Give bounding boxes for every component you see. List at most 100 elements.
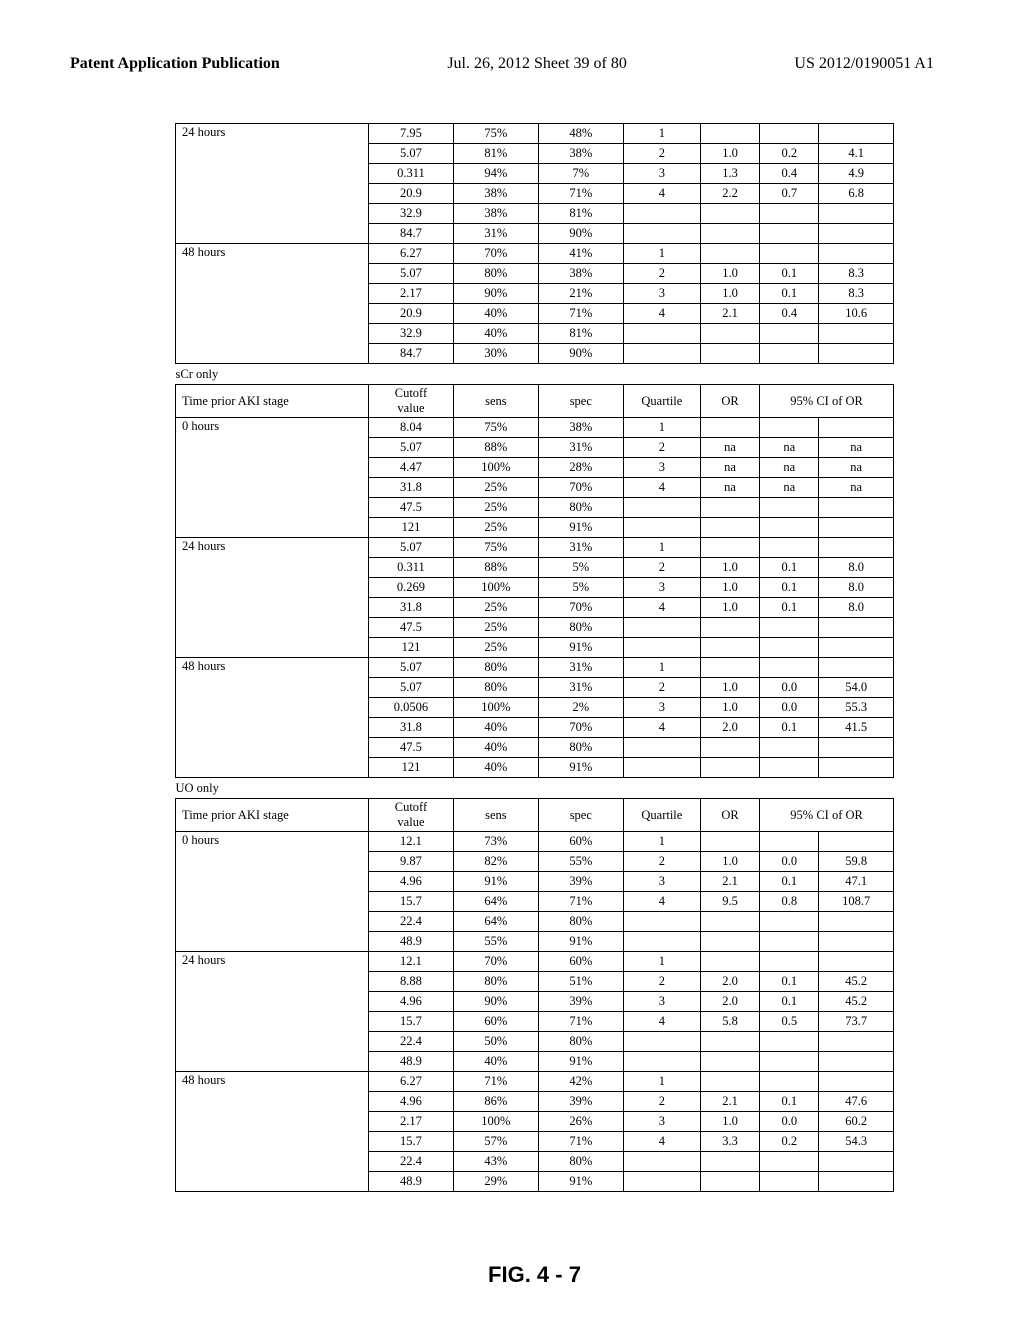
table-cell: 1.0 [700, 144, 759, 164]
table-cell: 91% [538, 638, 623, 658]
table-cell: 94% [453, 164, 538, 184]
table-row: 24 hours5.0775%31%1 [176, 538, 894, 558]
table-cell [760, 1072, 819, 1092]
table-cell: 22.4 [369, 912, 454, 932]
table-cell: 4.96 [369, 992, 454, 1012]
table-cell [700, 932, 759, 952]
table-cell: 80% [538, 498, 623, 518]
table-cell [623, 498, 700, 518]
table-cell: 3 [623, 164, 700, 184]
table-cell: 47.5 [369, 618, 454, 638]
table-cell: 25% [453, 618, 538, 638]
content: 24 hours7.9575%48%15.0781%38%21.00.24.10… [0, 73, 1024, 1288]
table-cell [623, 1152, 700, 1172]
table-cell: 60.2 [819, 1112, 894, 1132]
table-cell: 43% [453, 1152, 538, 1172]
table-cell [700, 124, 759, 144]
header-center: Jul. 26, 2012 Sheet 39 of 80 [447, 55, 627, 73]
table-cell: 2% [538, 698, 623, 718]
table-cell [700, 638, 759, 658]
table-cell [819, 538, 894, 558]
table-cell: 31% [453, 224, 538, 244]
table-cell: 2 [623, 144, 700, 164]
table-cell [760, 1152, 819, 1172]
table-cell: 22.4 [369, 1152, 454, 1172]
table-cell: 75% [453, 418, 538, 438]
table-cell [700, 952, 759, 972]
table-cell: 40% [453, 324, 538, 344]
table-cell: 80% [538, 1032, 623, 1052]
table-cell: 3 [623, 458, 700, 478]
table-cell: 8.04 [369, 418, 454, 438]
page: Patent Application Publication Jul. 26, … [0, 0, 1024, 1320]
table-cell: 1 [623, 952, 700, 972]
table-cell: 0.1 [760, 972, 819, 992]
data-table: 24 hours7.9575%48%15.0781%38%21.00.24.10… [175, 123, 894, 1192]
table-cell: 8.0 [819, 598, 894, 618]
table-cell: 2.1 [700, 304, 759, 324]
table-cell: 0.0 [760, 698, 819, 718]
table-cell: 5.07 [369, 264, 454, 284]
table-cell: 6.27 [369, 1072, 454, 1092]
table-cell: 55% [453, 932, 538, 952]
table-cell: 47.1 [819, 872, 894, 892]
table-cell: 2 [623, 438, 700, 458]
table-cell: 4 [623, 184, 700, 204]
table-cell [819, 1052, 894, 1072]
table-cell: 28% [538, 458, 623, 478]
table-cell: 48.9 [369, 1052, 454, 1072]
table-cell [700, 324, 759, 344]
page-header: Patent Application Publication Jul. 26, … [0, 0, 1024, 73]
table-cell: 80% [453, 678, 538, 698]
table-cell: 82% [453, 852, 538, 872]
table-cell: sens [453, 799, 538, 832]
table-cell [760, 498, 819, 518]
table-cell: 15.7 [369, 1132, 454, 1152]
table-cell [819, 498, 894, 518]
table-cell: 1.0 [700, 578, 759, 598]
table-cell: 22.4 [369, 1032, 454, 1052]
table-cell: 15.7 [369, 892, 454, 912]
table-cell: 6.8 [819, 184, 894, 204]
table-cell: 4.1 [819, 144, 894, 164]
table-cell [700, 658, 759, 678]
table-cell: 12.1 [369, 832, 454, 852]
table-cell: 80% [453, 972, 538, 992]
table-cell: 9.5 [700, 892, 759, 912]
table-cell: 2 [623, 558, 700, 578]
table-cell [760, 638, 819, 658]
table-cell: 70% [453, 952, 538, 972]
table-cell [700, 738, 759, 758]
table-cell: 4 [623, 892, 700, 912]
table-cell: 80% [453, 264, 538, 284]
table-cell: 1 [623, 658, 700, 678]
table-cell [760, 518, 819, 538]
table-cell: na [700, 478, 759, 498]
table-cell: 70% [453, 244, 538, 264]
time-cell: 48 hours [176, 1072, 369, 1192]
table-cell: 5.07 [369, 538, 454, 558]
table-cell: 4 [623, 1012, 700, 1032]
table-cell: 80% [538, 1152, 623, 1172]
table-cell: 0.7 [760, 184, 819, 204]
table-cell: 64% [453, 892, 538, 912]
table-cell: 73% [453, 832, 538, 852]
table-cell: 80% [538, 912, 623, 932]
table-cell: 20.9 [369, 304, 454, 324]
table-cell: OR [700, 385, 759, 418]
table-cell: 5.07 [369, 438, 454, 458]
table-cell: 80% [538, 618, 623, 638]
table-cell: 41.5 [819, 718, 894, 738]
table-row: 0 hours8.0475%38%1 [176, 418, 894, 438]
table-cell [623, 932, 700, 952]
table-cell: 1.3 [700, 164, 759, 184]
table-cell: na [760, 458, 819, 478]
table-cell: 121 [369, 638, 454, 658]
table-cell: 0.1 [760, 264, 819, 284]
table-cell: 0.1 [760, 598, 819, 618]
table-cell: 1.0 [700, 852, 759, 872]
table-cell [700, 758, 759, 778]
col-ci: 95% CI of OR [760, 385, 894, 418]
table-cell [760, 344, 819, 364]
col-time: Time prior AKI stage [176, 799, 369, 832]
